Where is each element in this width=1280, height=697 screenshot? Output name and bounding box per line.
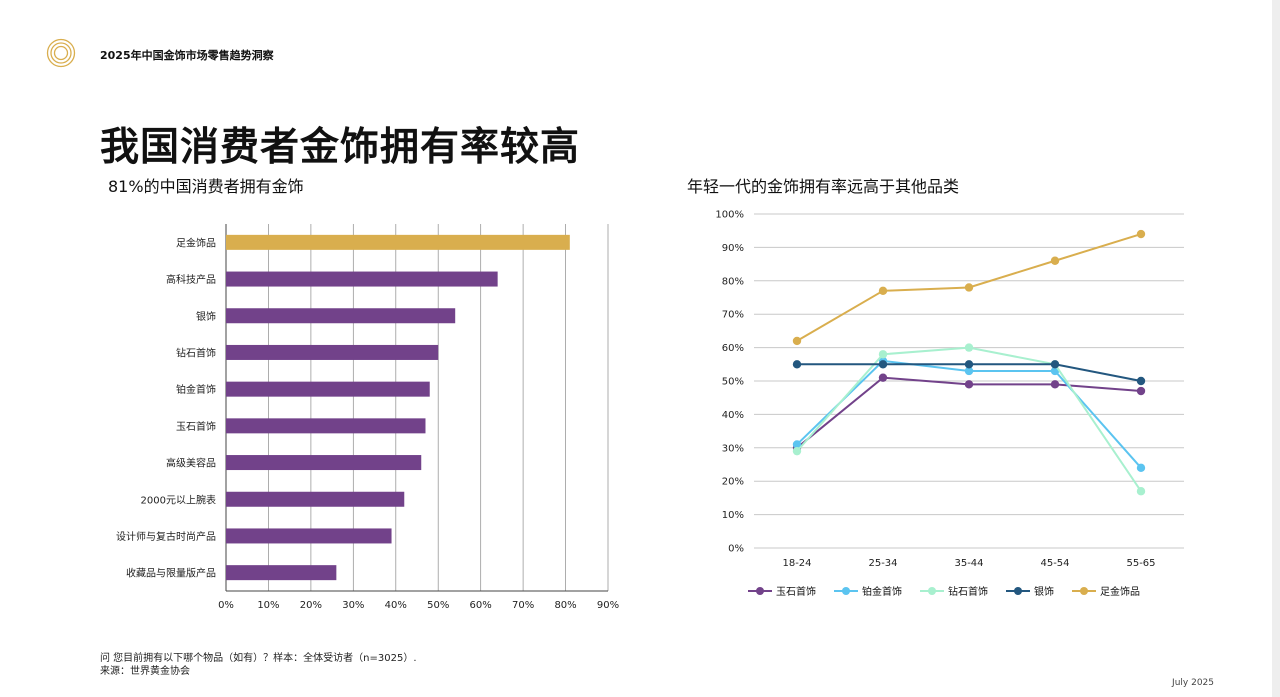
data-point	[1050, 256, 1060, 265]
data-point	[878, 286, 888, 296]
data-point	[1136, 386, 1146, 396]
data-point	[964, 283, 974, 292]
category-label: 足金饰品	[176, 236, 216, 249]
legend-label: 玉石首饰	[776, 587, 816, 598]
data-point	[792, 446, 802, 456]
data-point	[1050, 360, 1060, 369]
page-title: 我国消费者金饰拥有率较高	[100, 125, 581, 170]
data-point	[792, 360, 802, 369]
x-tick-label: 70%	[512, 600, 534, 611]
x-tick-label: 40%	[385, 600, 407, 611]
data-point	[1136, 463, 1146, 473]
category-label: 2000元以上腕表	[141, 493, 216, 506]
report-title: 2025年中国金饰市场零售趋势洞察	[100, 49, 274, 62]
y-tick-label: 20%	[722, 477, 744, 488]
bar	[226, 381, 430, 397]
legend-label: 钻石首饰	[948, 587, 988, 598]
y-tick-label: 60%	[722, 343, 744, 354]
x-tick-label: 55-65	[1126, 558, 1155, 569]
x-tick-label: 35-44	[954, 558, 983, 569]
x-tick-label: 80%	[554, 600, 576, 611]
legend-label: 足金饰品	[1100, 587, 1140, 598]
category-label: 玉石首饰	[176, 420, 216, 433]
bar	[226, 491, 405, 507]
data-point	[964, 380, 974, 389]
data-point	[1136, 376, 1146, 386]
ownership-bar-chart: 0% 10% 20% 30% 40% 50% 60% 70% 80% 90% 足金饰品高科技产品银饰…	[116, 224, 619, 611]
y-tick-label: 30%	[722, 443, 744, 454]
category-label: 钻石首饰	[176, 346, 216, 359]
y-tick-label: 0%	[728, 544, 744, 555]
report-date: July 2025	[1172, 678, 1214, 688]
legend-label: 银饰	[1034, 587, 1054, 598]
data-point	[964, 343, 974, 352]
legend-item: 钻石首饰	[920, 583, 988, 598]
data-point	[878, 360, 888, 369]
legend-swatch-icon	[1072, 586, 1096, 596]
legend-item: 铂金首饰	[834, 583, 902, 598]
data-point	[1136, 487, 1146, 496]
category-label: 高科技产品	[166, 273, 216, 286]
data-point	[792, 440, 802, 449]
legend-swatch-icon	[1006, 586, 1030, 596]
y-tick-label: 50%	[722, 377, 744, 388]
data-point	[964, 366, 974, 376]
data-point	[792, 336, 802, 346]
y-tick-label: 100%	[715, 210, 744, 221]
bar	[226, 455, 422, 471]
legend-item: 玉石首饰	[748, 583, 816, 598]
footnote-source: 来源：世界黄金协会	[100, 666, 190, 677]
footnote-question: 问 您目前拥有以下哪个物品（如有）？样本：全体受访者（n=3025）.	[100, 653, 417, 664]
x-tick-label: 45-54	[1040, 558, 1069, 569]
x-tick-label: 10%	[257, 600, 279, 611]
data-point	[1050, 380, 1060, 389]
category-label: 设计师与复古时尚产品	[116, 530, 216, 543]
y-tick-label: 10%	[722, 510, 744, 521]
bar	[226, 271, 498, 287]
x-tick-label: 50%	[427, 600, 449, 611]
legend-swatch-icon	[748, 586, 772, 596]
bar	[226, 528, 392, 544]
bar	[226, 344, 439, 360]
bar	[226, 234, 570, 250]
y-tick-label: 90%	[722, 243, 744, 254]
y-tick-label: 80%	[722, 276, 744, 287]
category-label: 高级美容品	[166, 457, 216, 470]
line-chart-legend: 玉石首饰 铂金首饰 钻石首饰 银饰 足金饰品	[748, 583, 1140, 598]
x-tick-label: 20%	[300, 600, 322, 611]
age-line-chart: 0% 10% 20% 30% 40% 50% 60% 70% 80% 90% 100% 18-24 25…	[715, 210, 1184, 569]
data-point	[1136, 229, 1146, 239]
legend-item: 足金饰品	[1072, 583, 1140, 598]
concentric-circles-logo-icon	[46, 38, 76, 68]
bar-chart-subtitle: 81%的中国消费者拥有金饰	[108, 177, 304, 196]
x-tick-label: 25-34	[868, 558, 897, 569]
legend-swatch-icon	[920, 586, 944, 596]
legend-swatch-icon	[834, 586, 858, 596]
x-tick-label: 18-24	[782, 558, 811, 569]
category-label: 银饰	[196, 310, 216, 323]
y-tick-label: 70%	[722, 310, 744, 321]
x-tick-label: 90%	[597, 600, 619, 611]
line-chart-subtitle: 年轻一代的金饰拥有率远高于其他品类	[687, 177, 960, 196]
category-label: 铂金首饰	[176, 383, 216, 396]
data-point	[964, 360, 974, 369]
data-point	[878, 373, 888, 382]
scrollbar[interactable]	[1272, 0, 1280, 697]
x-tick-label: 0%	[218, 600, 234, 611]
legend-item: 银饰	[1006, 583, 1054, 598]
data-point	[878, 350, 888, 359]
category-label: 收藏品与限量版产品	[126, 567, 216, 580]
x-tick-label: 60%	[470, 600, 492, 611]
bar	[226, 308, 456, 324]
x-tick-label: 30%	[342, 600, 364, 611]
bar	[226, 418, 426, 434]
bar	[226, 565, 337, 581]
legend-label: 铂金首饰	[862, 587, 902, 598]
y-tick-label: 40%	[722, 410, 744, 421]
